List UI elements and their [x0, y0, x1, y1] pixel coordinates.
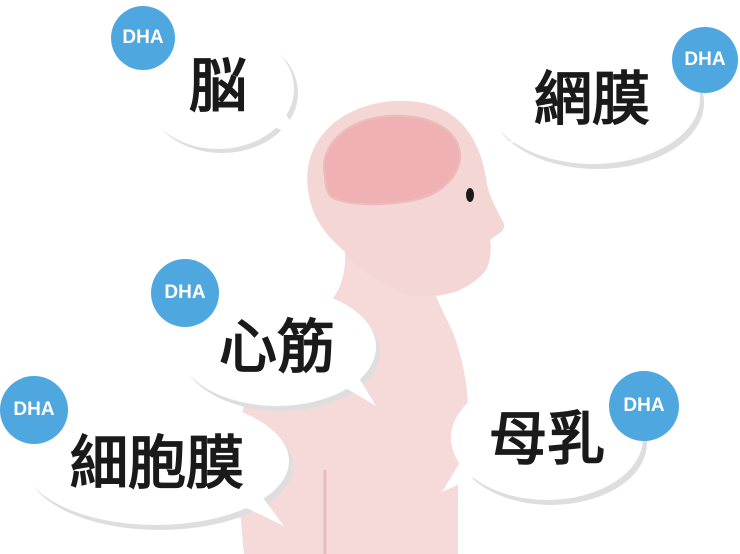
dha-badge-heart: DHA	[151, 259, 219, 327]
brain-shape	[322, 114, 462, 206]
dha-badge-breast-milk: DHA	[609, 371, 679, 441]
retina-label: 網膜	[533, 65, 650, 133]
cell-membrane-label: 細胞膜	[69, 429, 244, 497]
dha-badge-cell-membrane: DHA	[0, 376, 68, 444]
eye	[466, 188, 474, 202]
brain-label: 脳	[188, 52, 247, 120]
dha-badge-retina: DHA	[672, 27, 738, 93]
speech-bubbles	[23, 29, 704, 530]
heart-muscle-label: 心筋	[218, 313, 335, 381]
breast-milk-label: 母乳	[488, 405, 605, 473]
torso-silhouette	[239, 252, 469, 554]
dha-badge-brain: DHA	[111, 6, 175, 70]
